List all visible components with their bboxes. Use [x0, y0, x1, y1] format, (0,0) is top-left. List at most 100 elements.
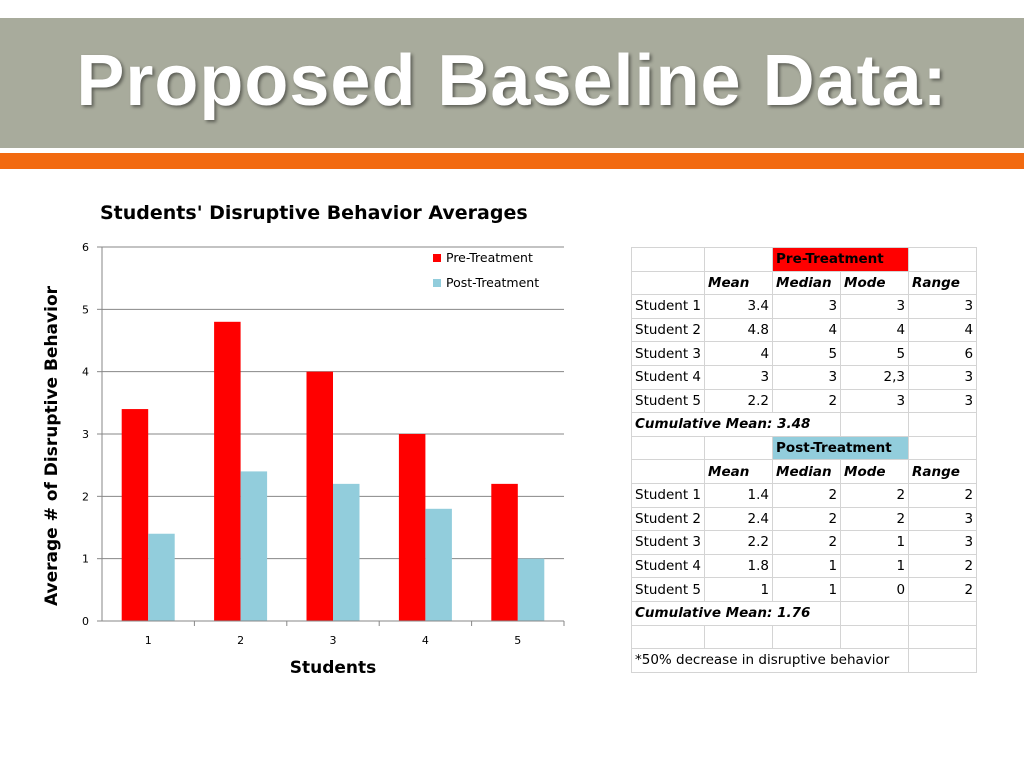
x-tick-label: 1	[145, 634, 152, 647]
slide-title: Proposed Baseline Data:	[76, 41, 948, 121]
table-cell: 3	[840, 294, 910, 319]
table-cell: 4	[840, 317, 910, 343]
table-cell	[630, 624, 706, 650]
table-cell: 3	[840, 388, 910, 414]
table-cell: 2	[772, 482, 842, 508]
table-row: Student 2 4.8 4 4 4	[630, 317, 978, 343]
x-tick-label: 5	[514, 634, 521, 647]
table-cell	[840, 412, 910, 437]
cumulative-mean: Cumulative Mean: 1.76	[630, 600, 842, 626]
table-cell: 2.4	[704, 506, 774, 532]
table-cell	[908, 435, 978, 461]
bar-post-5	[517, 558, 545, 621]
table-cell: 2	[908, 553, 978, 579]
chart-title: Students' Disruptive Behavior Averages	[100, 202, 528, 224]
table-cell: 3	[908, 388, 978, 414]
x-tick-label: 4	[422, 634, 429, 647]
table-cell	[630, 270, 706, 296]
y-tick-label: 2	[82, 490, 89, 503]
table-cell: 4	[772, 317, 842, 343]
table-row: Cumulative Mean: 3.48	[630, 412, 978, 437]
summary-table: Pre-Treatment Mean Median Mode Range Student …	[630, 247, 978, 673]
table-cell: 5	[772, 341, 842, 366]
table-row: Mean Median Mode Range	[630, 270, 978, 296]
table-cell: 3	[772, 364, 842, 390]
table-cell	[704, 624, 774, 650]
bar-post-4	[425, 508, 452, 621]
bar-post-2	[240, 471, 268, 621]
table-row: Student 2 2.4 2 2 3	[630, 506, 978, 532]
bar-pre-4	[398, 434, 426, 621]
x-tick-label: 3	[330, 634, 337, 647]
table-cell: 2	[840, 482, 910, 508]
table-cell: Student 2	[630, 317, 706, 343]
table-cell	[908, 412, 978, 437]
table-cell: Student 3	[630, 341, 706, 366]
table-cell: Student 4	[630, 553, 706, 579]
y-tick-label: 1	[82, 553, 89, 566]
table-cell: 2.2	[704, 388, 774, 414]
table-cell: Median	[772, 270, 842, 296]
table-cell: Mode	[840, 459, 910, 484]
y-tick-label: 3	[82, 428, 89, 441]
table-cell: 3	[908, 506, 978, 532]
table-row: Student 1 3.4 3 3 3	[630, 294, 978, 319]
table-row: Student 3 2.2 2 1 3	[630, 530, 978, 555]
table-cell: 1	[840, 553, 910, 579]
bar-pre-1	[121, 409, 149, 621]
table-row: Cumulative Mean: 1.76	[630, 600, 978, 626]
table-cell	[908, 247, 978, 272]
table-cell: 2,3	[840, 364, 910, 390]
legend: Pre-Treatment Post-Treatment	[433, 250, 539, 290]
table-cell	[704, 247, 774, 272]
x-tick-label: 2	[237, 634, 244, 647]
pre-treatment-header: Pre-Treatment	[772, 247, 910, 272]
table-cell: 3	[772, 294, 842, 319]
table-cell: 3	[908, 294, 978, 319]
table-cell: Median	[772, 459, 842, 484]
legend-label: Pre-Treatment	[446, 250, 533, 265]
y-tick-label: 0	[82, 615, 89, 628]
table-row: Student 4 3 3 2,3 3	[630, 364, 978, 390]
table-cell	[630, 435, 706, 461]
table-cell: Range	[908, 459, 978, 484]
table-cell: Range	[908, 270, 978, 296]
table-cell: 3	[908, 530, 978, 555]
y-axis-label: Average # of Disruptive Behavior	[42, 285, 62, 606]
table-row: Student 5 2.2 2 3 3	[630, 388, 978, 414]
table-cell: Student 1	[630, 294, 706, 319]
table-cell: 2	[772, 388, 842, 414]
bar-pre-5	[491, 483, 518, 621]
legend-label: Post-Treatment	[446, 275, 539, 290]
bar-pre-3	[306, 371, 333, 621]
table-cell: 0	[840, 577, 910, 602]
table-row: Student 1 1.4 2 2 2	[630, 482, 978, 508]
table-cell	[908, 600, 978, 626]
table-row: Mean Median Mode Range	[630, 459, 978, 484]
table-cell	[908, 624, 978, 650]
table-cell: Mode	[840, 270, 910, 296]
table-cell: Student 4	[630, 364, 706, 390]
table-row: Post-Treatment	[630, 435, 978, 461]
table-cell: 2	[840, 506, 910, 532]
x-axis-label: Students	[290, 658, 377, 678]
bars	[121, 321, 545, 621]
table-cell	[908, 648, 978, 673]
table-cell: Student 5	[630, 388, 706, 414]
table-cell: Mean	[704, 270, 774, 296]
table-cell: 1	[772, 577, 842, 602]
table-cell: 2.2	[704, 530, 774, 555]
table-cell: 4	[908, 317, 978, 343]
table-cell	[704, 435, 774, 461]
table-cell	[772, 624, 842, 650]
table-cell	[840, 624, 910, 650]
table-cell: 1.4	[704, 482, 774, 508]
table-cell: 1	[704, 577, 774, 602]
table-cell	[630, 459, 706, 484]
cumulative-mean: Cumulative Mean: 3.48	[630, 412, 842, 437]
table-cell: 4.8	[704, 317, 774, 343]
table-cell: 3	[908, 364, 978, 390]
y-tick-label: 4	[82, 366, 89, 379]
table-cell: 6	[908, 341, 978, 366]
y-tick-label: 6	[82, 241, 89, 254]
